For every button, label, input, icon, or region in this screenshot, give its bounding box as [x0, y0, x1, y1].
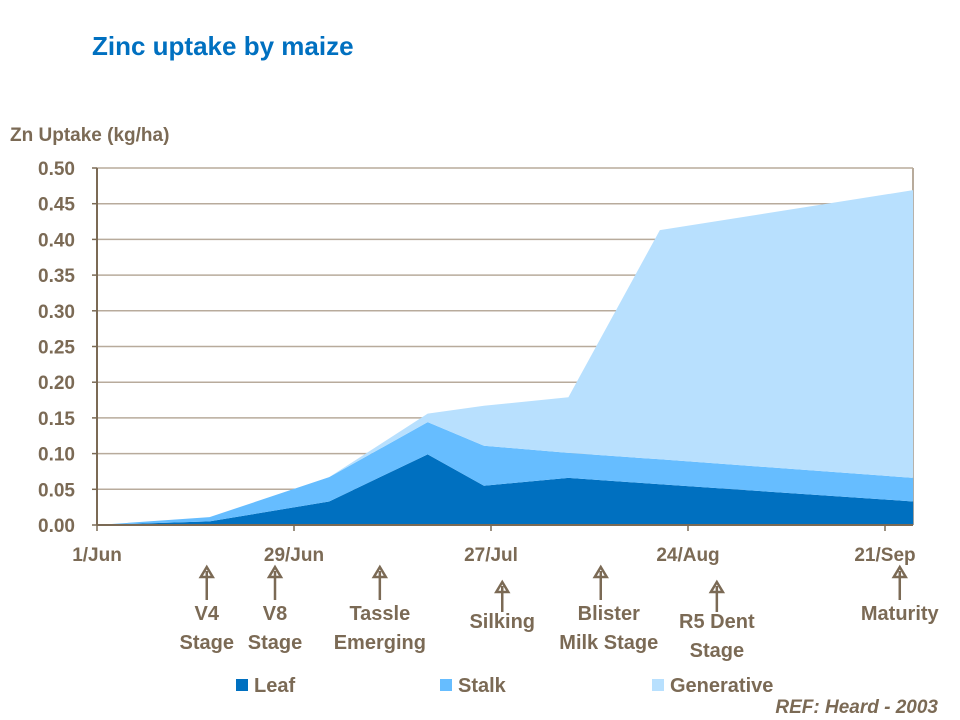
area-leaf [97, 454, 914, 525]
annotation-label: Stage [180, 632, 234, 654]
x-tick-label: 1/Jun [72, 545, 122, 566]
annotation-label: R5 Dent [679, 611, 755, 633]
legend-swatch [652, 679, 664, 691]
legend-item-generative: Generative [652, 675, 773, 697]
y-tick-label: 0.50 [38, 159, 75, 180]
y-tick-label: 0.20 [38, 373, 75, 394]
y-tick-label: 0.00 [38, 516, 75, 537]
legend-item-leaf: Leaf [236, 675, 295, 697]
annotation-stage: V4 Stage [180, 564, 234, 654]
annotation-label: Milk Stage [559, 632, 658, 654]
legend-swatch [440, 679, 452, 691]
annotation-label: V8 [263, 603, 287, 625]
y-tick-label: 0.10 [38, 445, 75, 466]
x-tick-label: 21/Sep [854, 545, 915, 566]
annotation-stage: Silking [469, 579, 535, 633]
annotation-label: Emerging [334, 632, 426, 654]
arrowhead-icon [198, 564, 215, 579]
arrowhead-icon [891, 564, 908, 579]
annotation-label: V4 [195, 603, 220, 625]
annotation-stage: Maturity [861, 564, 940, 625]
annotation-label: Tassle [349, 603, 410, 625]
legend-label: Stalk [458, 675, 507, 697]
area-stalk [97, 422, 914, 525]
y-tick-label: 0.25 [38, 338, 75, 359]
chart-title: Zinc uptake by maize [92, 31, 354, 61]
annotation-stage: Tassle Emerging [334, 564, 426, 654]
y-tick-label: 0.35 [38, 266, 75, 287]
annotation-label: Blister [578, 603, 640, 625]
y-axis-label: Zn Uptake (kg/ha) [10, 125, 169, 146]
annotation-stage: V8 Stage [248, 564, 302, 654]
annotation-stage: Blister Milk Stage [559, 564, 658, 654]
x-tick-label: 27/Jul [464, 545, 518, 566]
annotation-label: Maturity [861, 603, 940, 625]
area-generative [97, 190, 914, 525]
arrowhead-icon [592, 564, 609, 579]
arrowhead-icon [708, 579, 726, 594]
arrowhead-icon [494, 579, 511, 594]
annotation-stage: R5 Dent Stage [679, 579, 755, 662]
arrowhead-icon [266, 564, 284, 579]
annotation-label: Silking [469, 611, 535, 633]
x-tick-label: 24/Aug [656, 545, 719, 566]
reference-note: REF: Heard - 2003 [775, 697, 938, 718]
x-tick-label: 29/Jun [264, 545, 324, 566]
y-tick-label: 0.05 [38, 480, 75, 501]
annotation-label: Stage [248, 632, 302, 654]
y-tick-label: 0.15 [38, 409, 75, 430]
annotation-label: Stage [690, 640, 744, 662]
y-tick-label: 0.40 [38, 230, 75, 251]
arrowhead-icon [371, 564, 389, 579]
legend-item-stalk: Stalk [440, 675, 507, 697]
legend-label: Leaf [254, 675, 295, 697]
y-tick-label: 0.45 [38, 195, 75, 216]
legend-swatch [236, 679, 248, 691]
y-tick-label: 0.30 [38, 302, 75, 323]
legend-label: Generative [670, 675, 773, 697]
